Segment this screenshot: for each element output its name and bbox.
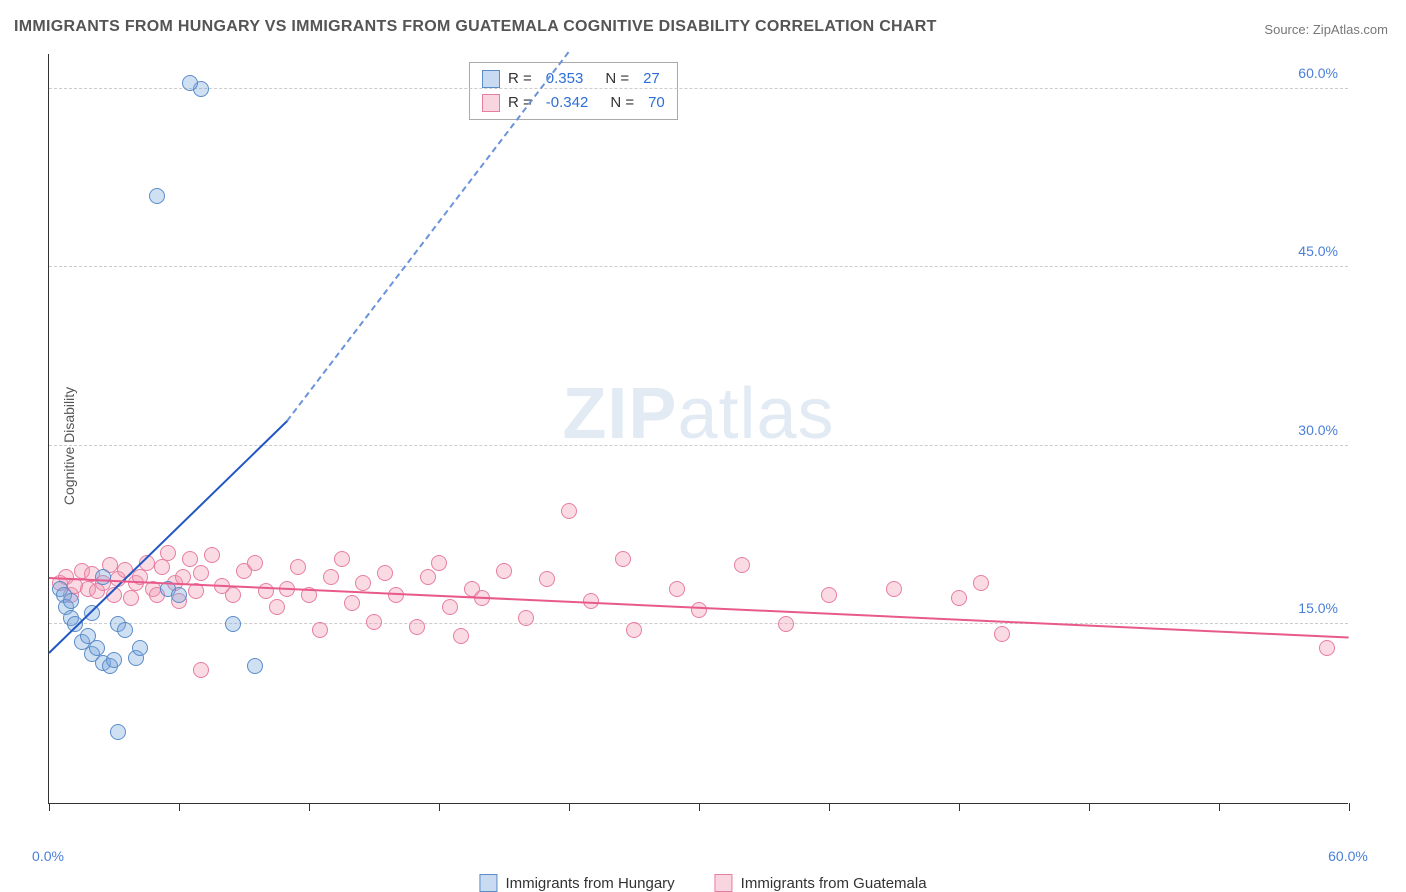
- xtick: [829, 803, 830, 811]
- data-point[interactable]: [160, 545, 176, 561]
- data-point[interactable]: [734, 557, 750, 573]
- data-point[interactable]: [171, 587, 187, 603]
- watermark: ZIPatlas: [562, 373, 834, 455]
- xtick: [309, 803, 310, 811]
- ytick-label: 15.0%: [1298, 600, 1338, 616]
- data-point[interactable]: [355, 575, 371, 591]
- source-attribution: Source: ZipAtlas.com: [1264, 22, 1388, 37]
- data-point[interactable]: [431, 555, 447, 571]
- data-point[interactable]: [269, 599, 285, 615]
- xtick: [49, 803, 50, 811]
- data-point[interactable]: [63, 593, 79, 609]
- trend-line: [48, 420, 288, 654]
- series-legend: Immigrants from Hungary Immigrants from …: [479, 866, 926, 892]
- data-point[interactable]: [377, 565, 393, 581]
- gridline-h: [49, 266, 1348, 267]
- source-prefix: Source:: [1264, 22, 1309, 37]
- data-point[interactable]: [182, 551, 198, 567]
- data-point[interactable]: [225, 616, 241, 632]
- data-point[interactable]: [420, 569, 436, 585]
- data-point[interactable]: [110, 724, 126, 740]
- stats-row-guatemala: R = -0.342 N = 70: [482, 91, 665, 115]
- legend-label-guatemala: Immigrants from Guatemala: [741, 875, 927, 892]
- xtick: [179, 803, 180, 811]
- data-point[interactable]: [149, 188, 165, 204]
- data-point[interactable]: [334, 551, 350, 567]
- chart-title: IMMIGRANTS FROM HUNGARY VS IMMIGRANTS FR…: [14, 18, 937, 36]
- xtick: [959, 803, 960, 811]
- data-point[interactable]: [539, 571, 555, 587]
- data-point[interactable]: [886, 581, 902, 597]
- data-point[interactable]: [84, 605, 100, 621]
- data-point[interactable]: [204, 547, 220, 563]
- xtick: [439, 803, 440, 811]
- guatemala-n-value: 70: [648, 91, 665, 115]
- plot-area: ZIPatlas R = 0.353 N = 27 R = -0.342 N =…: [48, 54, 1348, 804]
- data-point[interactable]: [290, 559, 306, 575]
- gridline-h: [49, 88, 1348, 89]
- data-point[interactable]: [225, 587, 241, 603]
- data-point[interactable]: [247, 658, 263, 674]
- trend-line: [49, 577, 1349, 639]
- swatch-guatemala: [482, 94, 500, 112]
- data-point[interactable]: [821, 587, 837, 603]
- xtick: [1089, 803, 1090, 811]
- data-point[interactable]: [312, 622, 328, 638]
- data-point[interactable]: [344, 595, 360, 611]
- xtick: [1219, 803, 1220, 811]
- data-point[interactable]: [669, 581, 685, 597]
- xtick-label-max: 60.0%: [1328, 848, 1368, 864]
- n-label-2: N =: [610, 91, 634, 115]
- trend-line: [287, 51, 570, 421]
- data-point[interactable]: [409, 619, 425, 635]
- ytick-label: 60.0%: [1298, 65, 1338, 81]
- data-point[interactable]: [366, 614, 382, 630]
- legend-label-hungary: Immigrants from Hungary: [505, 875, 674, 892]
- data-point[interactable]: [193, 662, 209, 678]
- xtick: [569, 803, 570, 811]
- data-point[interactable]: [615, 551, 631, 567]
- data-point[interactable]: [626, 622, 642, 638]
- data-point[interactable]: [518, 610, 534, 626]
- data-point[interactable]: [994, 626, 1010, 642]
- data-point[interactable]: [258, 583, 274, 599]
- data-point[interactable]: [117, 622, 133, 638]
- data-point[interactable]: [247, 555, 263, 571]
- chart-container: IMMIGRANTS FROM HUNGARY VS IMMIGRANTS FR…: [0, 0, 1406, 892]
- data-point[interactable]: [123, 590, 139, 606]
- gridline-h: [49, 623, 1348, 624]
- data-point[interactable]: [442, 599, 458, 615]
- swatch-hungary: [482, 70, 500, 88]
- gridline-h: [49, 445, 1348, 446]
- watermark-light: atlas: [677, 374, 834, 454]
- data-point[interactable]: [691, 602, 707, 618]
- data-point[interactable]: [778, 616, 794, 632]
- data-point[interactable]: [323, 569, 339, 585]
- data-point[interactable]: [182, 75, 198, 91]
- data-point[interactable]: [95, 569, 111, 585]
- data-point[interactable]: [496, 563, 512, 579]
- swatch-icon: [715, 874, 733, 892]
- ytick-label: 45.0%: [1298, 243, 1338, 259]
- data-point[interactable]: [951, 590, 967, 606]
- data-point[interactable]: [453, 628, 469, 644]
- data-point[interactable]: [193, 565, 209, 581]
- legend-item-hungary[interactable]: Immigrants from Hungary: [479, 874, 674, 892]
- data-point[interactable]: [106, 652, 122, 668]
- legend-item-guatemala[interactable]: Immigrants from Guatemala: [715, 874, 927, 892]
- swatch-icon: [479, 874, 497, 892]
- xtick: [699, 803, 700, 811]
- data-point[interactable]: [561, 503, 577, 519]
- data-point[interactable]: [132, 640, 148, 656]
- stats-legend: R = 0.353 N = 27 R = -0.342 N = 70: [469, 62, 678, 120]
- source-link[interactable]: ZipAtlas.com: [1313, 22, 1388, 37]
- data-point[interactable]: [1319, 640, 1335, 656]
- data-point[interactable]: [154, 559, 170, 575]
- data-point[interactable]: [973, 575, 989, 591]
- guatemala-r-value: -0.342: [546, 91, 589, 115]
- ytick-label: 30.0%: [1298, 422, 1338, 438]
- watermark-bold: ZIP: [562, 374, 677, 454]
- xtick-label-min: 0.0%: [32, 848, 64, 864]
- xtick: [1349, 803, 1350, 811]
